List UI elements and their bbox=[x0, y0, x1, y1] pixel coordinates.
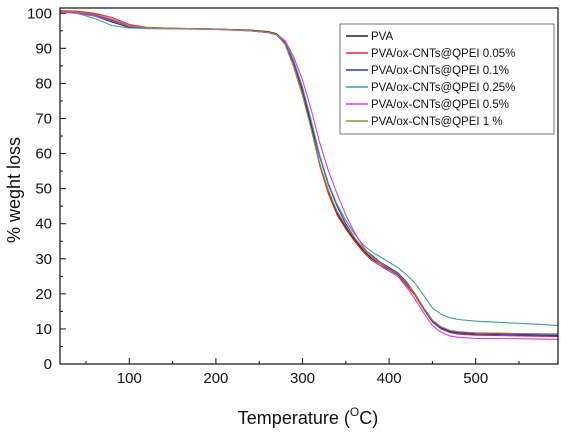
y-tick-label: 90 bbox=[35, 40, 52, 57]
legend-label: PVA bbox=[371, 31, 393, 43]
x-tick-label: 200 bbox=[203, 370, 228, 387]
legend: PVA PVA/ox-CNTs@QPEI 0.05% PVA/ox-CNTs@QPE… bbox=[339, 23, 555, 135]
series-line-6 bbox=[59, 10, 559, 335]
legend-label: PVA/ox-CNTs@QPEI 0.5% bbox=[371, 99, 509, 111]
x-tick-labels: 100 200 300 400 500 bbox=[117, 370, 488, 387]
y-tick-label: 10 bbox=[35, 321, 52, 338]
x-axis-title-main: Temperature ( bbox=[238, 408, 350, 428]
y-tick-label: 60 bbox=[35, 146, 52, 163]
y-tick-labels: 0 10 20 30 40 50 60 70 80 90 100 bbox=[27, 5, 52, 373]
x-tick-label: 300 bbox=[290, 370, 315, 387]
y-tick-label: 80 bbox=[35, 75, 52, 92]
y-tick-label: 30 bbox=[35, 251, 52, 268]
y-tick-label: 40 bbox=[35, 216, 52, 233]
y-tick-label: 50 bbox=[35, 181, 52, 198]
y-tick-label: 20 bbox=[35, 286, 52, 303]
legend-label: PVA/ox-CNTs@QPEI 1 % bbox=[371, 116, 503, 128]
x-tick-label: 500 bbox=[463, 370, 488, 387]
plot-frame bbox=[59, 7, 559, 365]
x-axis-title-unit: C bbox=[359, 408, 372, 428]
legend-label: PVA/ox-CNTs@QPEI 0.1% bbox=[371, 65, 509, 77]
legend-label: PVA/ox-CNTs@QPEI 0.05% bbox=[371, 48, 515, 60]
y-axis-title: % weght loss bbox=[4, 137, 24, 243]
legend-box bbox=[339, 23, 555, 135]
x-axis-title-degree: O bbox=[350, 405, 359, 419]
x-tick-label: 100 bbox=[117, 370, 142, 387]
y-tick-label: 100 bbox=[27, 5, 52, 22]
legend-label: PVA/ox-CNTs@QPEI 0.25% bbox=[371, 82, 515, 94]
x-tick-label: 400 bbox=[377, 370, 402, 387]
series-layer bbox=[59, 9, 559, 340]
x-axis-title-close: ) bbox=[372, 408, 378, 428]
x-axis-title: Temperature (OC) bbox=[238, 405, 378, 428]
y-tick-label: 0 bbox=[44, 356, 52, 373]
y-tick-label: 70 bbox=[35, 110, 52, 127]
